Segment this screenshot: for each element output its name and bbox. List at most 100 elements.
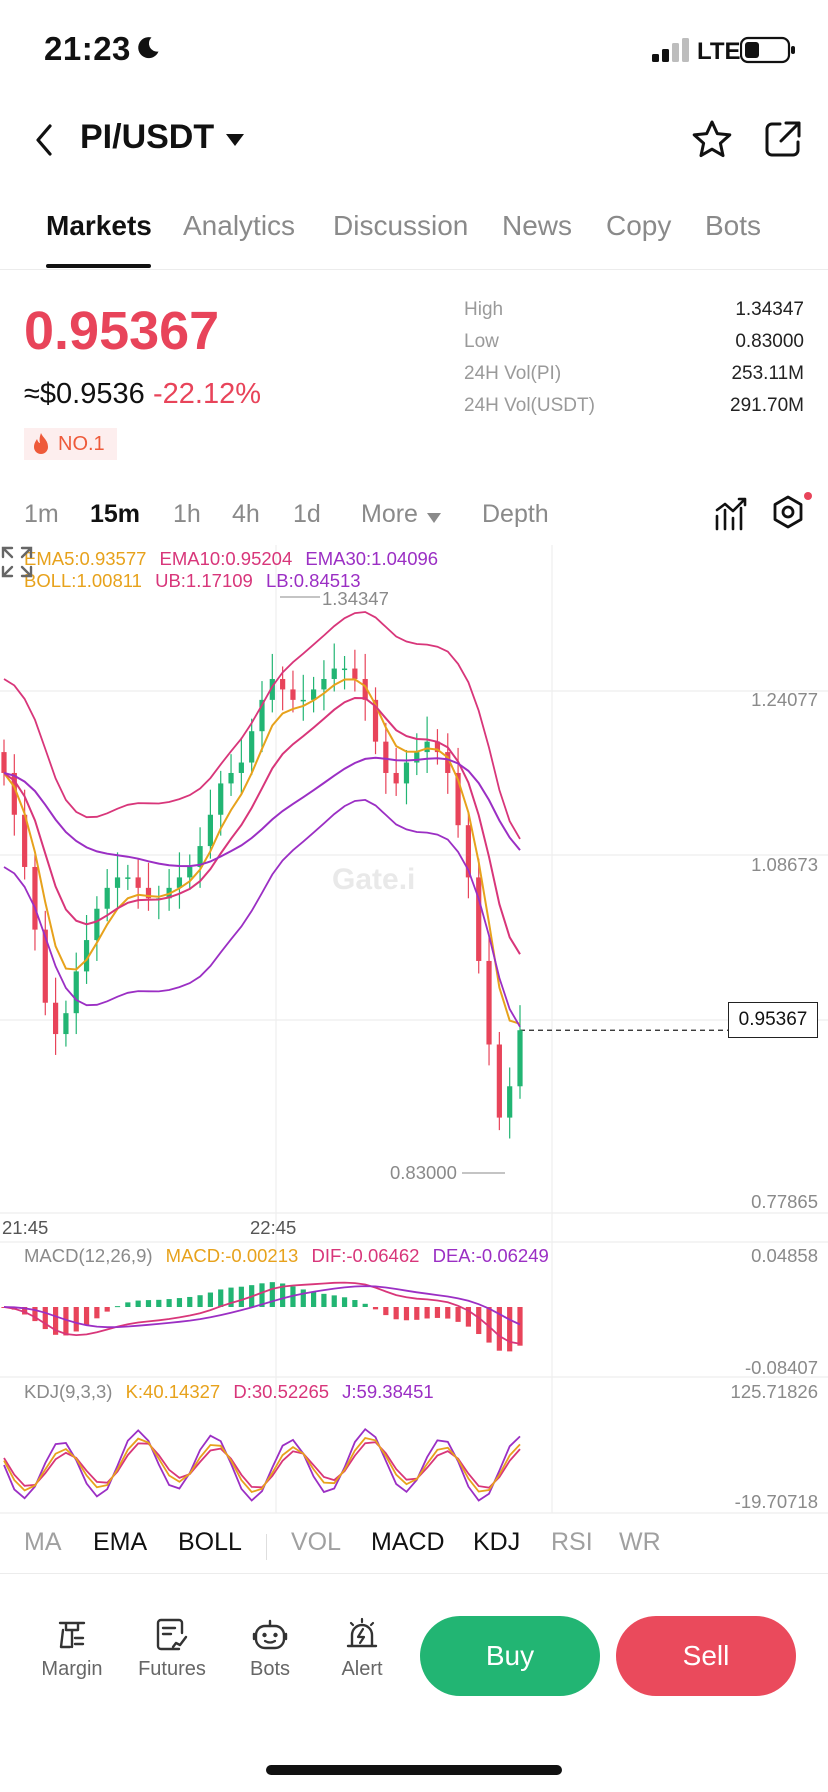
back-arrow-icon[interactable] bbox=[30, 122, 60, 158]
stat-value: 0.83000 bbox=[735, 331, 804, 352]
candle-body bbox=[414, 752, 420, 763]
rank-badge[interactable]: NO.1 bbox=[24, 428, 117, 460]
depth-tab[interactable]: Depth bbox=[482, 500, 549, 528]
futures-button[interactable]: Futures bbox=[122, 1616, 222, 1681]
candle-body bbox=[187, 866, 193, 878]
dea-line bbox=[3, 1285, 521, 1329]
candle-body bbox=[207, 814, 213, 847]
indicator-tab-ema[interactable]: EMA bbox=[93, 1528, 148, 1556]
candle-body bbox=[300, 699, 306, 702]
macd-bar bbox=[311, 1291, 317, 1307]
macd-bar bbox=[94, 1307, 100, 1319]
indicator-tab-ma[interactable]: MA bbox=[24, 1528, 62, 1556]
macd-bar bbox=[507, 1307, 513, 1352]
candle-body bbox=[1, 752, 7, 773]
macd-bar bbox=[125, 1302, 131, 1307]
candle-body bbox=[403, 762, 410, 784]
indicator-tab-wr[interactable]: WR bbox=[619, 1528, 661, 1556]
usd-price: ≈$0.9536 bbox=[24, 378, 145, 410]
fullscreen-expand-icon[interactable] bbox=[0, 545, 34, 579]
macd-bar bbox=[372, 1307, 379, 1310]
candle-body bbox=[383, 741, 389, 773]
macd-bar bbox=[476, 1307, 482, 1335]
candle-body bbox=[94, 908, 100, 941]
candle-body bbox=[249, 731, 255, 763]
kline-chart[interactable]: Gate.i EMA5:0.93577 EMA10:0.95204 EMA30:… bbox=[0, 545, 828, 1515]
candle-body bbox=[517, 1030, 523, 1087]
margin-label: Margin bbox=[41, 1658, 103, 1680]
timeframe-1m[interactable]: 1m bbox=[24, 500, 59, 528]
candle-body bbox=[434, 741, 441, 753]
macd-bar bbox=[135, 1300, 141, 1307]
indicator-tab-vol[interactable]: VOL bbox=[291, 1528, 342, 1556]
macd-bar bbox=[455, 1307, 461, 1322]
macd-bar bbox=[104, 1307, 110, 1312]
candle-body bbox=[73, 971, 79, 1014]
macd-name: MACD(12,26,9) bbox=[24, 1245, 153, 1266]
tab-analytics[interactable]: Analytics bbox=[183, 210, 296, 241]
margin-button[interactable]: Margin bbox=[22, 1616, 122, 1681]
macd-bar bbox=[269, 1282, 275, 1307]
candle-body bbox=[290, 689, 296, 700]
tab-news[interactable]: News bbox=[502, 210, 573, 241]
pair-selector[interactable]: PI/USDT bbox=[80, 118, 215, 156]
timeframe-1h[interactable]: 1h bbox=[173, 500, 201, 528]
indicator-tab-boll[interactable]: BOLL bbox=[178, 1528, 242, 1556]
notification-dot bbox=[804, 492, 812, 500]
kdj-j-line bbox=[3, 1427, 521, 1502]
candle-body bbox=[424, 741, 430, 753]
share-icon[interactable] bbox=[762, 118, 804, 160]
macd-bar bbox=[156, 1299, 162, 1307]
candle-body bbox=[22, 814, 28, 867]
x-axis-label: 22:45 bbox=[250, 1217, 297, 1238]
j-value: J:59.38451 bbox=[342, 1381, 434, 1402]
candle-body bbox=[238, 762, 244, 773]
indicator-chart-icon[interactable] bbox=[714, 496, 750, 532]
caret-down-icon[interactable] bbox=[224, 132, 246, 148]
stat-label: Low bbox=[464, 331, 499, 352]
settings-gear-icon[interactable] bbox=[770, 494, 806, 532]
dif-value: DIF:-0.06462 bbox=[311, 1245, 420, 1266]
y-axis-label: 1.08673 bbox=[751, 854, 818, 875]
stat-value: 253.11M bbox=[731, 363, 804, 384]
indicator-tab-macd[interactable]: MACD bbox=[371, 1528, 445, 1556]
flame-icon bbox=[34, 433, 48, 454]
tab-discussion[interactable]: Discussion bbox=[333, 210, 469, 241]
alert-button[interactable]: Alert bbox=[312, 1616, 412, 1681]
boll-value: BOLL:1.00811 bbox=[24, 570, 142, 591]
timeframe-1d[interactable]: 1d bbox=[293, 500, 321, 528]
moon-icon bbox=[138, 37, 159, 59]
timeframe-4h[interactable]: 4h bbox=[232, 500, 260, 528]
candle-body bbox=[125, 877, 131, 879]
boll-ub-value: UB:1.17109 bbox=[155, 570, 253, 591]
d-value: D:30.52265 bbox=[233, 1381, 330, 1402]
bots-button[interactable]: Bots bbox=[220, 1616, 320, 1681]
favorite-star-icon[interactable] bbox=[690, 118, 734, 162]
macd-bar bbox=[517, 1307, 523, 1346]
status-time: 21:23 bbox=[44, 30, 131, 67]
macd-bar bbox=[197, 1295, 203, 1307]
alert-label: Alert bbox=[341, 1658, 383, 1680]
indicator-tab-kdj[interactable]: KDJ bbox=[473, 1528, 521, 1556]
buy-button[interactable]: Buy bbox=[420, 1616, 600, 1696]
timeframe-15m[interactable]: 15m bbox=[90, 500, 141, 528]
macd-bar bbox=[331, 1295, 337, 1307]
candle-body bbox=[218, 783, 224, 815]
caret-down-icon[interactable] bbox=[426, 512, 442, 524]
ema5-line bbox=[3, 678, 521, 1025]
candle-body bbox=[476, 877, 482, 961]
y-axis-label: 0.77865 bbox=[751, 1191, 818, 1212]
timeframe-more[interactable]: More bbox=[361, 500, 418, 528]
ema10-line bbox=[3, 696, 521, 955]
tab-markets[interactable]: Markets bbox=[46, 210, 152, 241]
candle-body bbox=[362, 678, 368, 700]
indicator-tab-rsi[interactable]: RSI bbox=[551, 1528, 593, 1556]
macd-bar bbox=[321, 1293, 327, 1307]
sell-button[interactable]: Sell bbox=[616, 1616, 796, 1696]
macd-bar bbox=[114, 1306, 121, 1308]
tab-copy[interactable]: Copy bbox=[606, 210, 672, 241]
candle-body bbox=[465, 825, 471, 878]
stat-label: 24H Vol(USDT) bbox=[464, 395, 595, 416]
tab-bots[interactable]: Bots bbox=[705, 210, 762, 241]
macd-value: MACD:-0.00213 bbox=[165, 1245, 299, 1266]
